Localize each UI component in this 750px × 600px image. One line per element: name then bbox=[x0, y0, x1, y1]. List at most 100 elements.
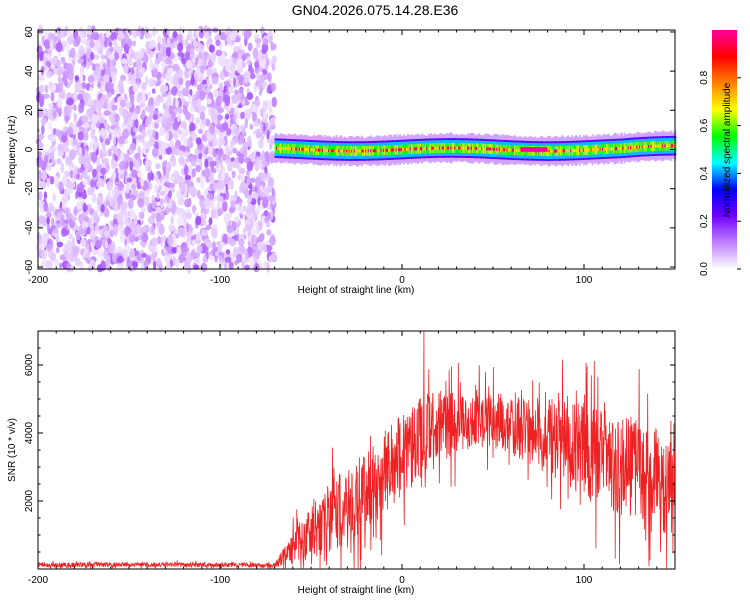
noise-cell bbox=[247, 42, 253, 52]
signal-cell bbox=[391, 148, 394, 152]
noise-cell bbox=[45, 70, 53, 78]
signal-cell bbox=[577, 148, 580, 152]
noise-cell bbox=[214, 250, 220, 257]
noise-cell bbox=[46, 164, 52, 171]
signal-cell bbox=[283, 146, 286, 150]
y-tick-label: 20 bbox=[24, 104, 35, 116]
noise-cell bbox=[185, 50, 191, 61]
noise-cell bbox=[246, 92, 254, 101]
signal-cell bbox=[419, 147, 422, 151]
noise-cell bbox=[176, 189, 182, 200]
noise-cell bbox=[66, 240, 73, 251]
noise-cell bbox=[231, 161, 237, 168]
signal-cell bbox=[414, 147, 417, 151]
signal-cell bbox=[596, 147, 599, 151]
signal-cell bbox=[614, 147, 617, 151]
noise-cell bbox=[260, 109, 264, 117]
noise-cell bbox=[100, 167, 107, 175]
noise-cell bbox=[127, 177, 132, 183]
signal-cell bbox=[640, 145, 642, 149]
noise-cell bbox=[47, 108, 53, 120]
noise-cell bbox=[72, 138, 79, 147]
noise-cell bbox=[113, 51, 120, 61]
noise-cell bbox=[261, 117, 268, 124]
noise-cell bbox=[167, 116, 173, 127]
noise-cell bbox=[128, 30, 133, 36]
noise-cell bbox=[170, 216, 174, 225]
noise-cell bbox=[264, 166, 268, 174]
signal-cell bbox=[399, 148, 402, 152]
noise-cell bbox=[207, 77, 211, 88]
noise-cell bbox=[49, 126, 54, 133]
signal-cell bbox=[488, 147, 491, 151]
noise-cell bbox=[88, 264, 92, 271]
noise-cell bbox=[107, 237, 112, 244]
noise-cell bbox=[149, 32, 153, 40]
noise-cell bbox=[66, 63, 74, 74]
noise-cell bbox=[111, 71, 117, 83]
noise-cell bbox=[41, 35, 45, 46]
noise-cell bbox=[269, 139, 273, 150]
noise-cell bbox=[163, 142, 170, 149]
noise-cell bbox=[177, 42, 184, 53]
signal-cell bbox=[274, 146, 277, 150]
noise-cell bbox=[157, 35, 162, 43]
noise-cell bbox=[159, 126, 164, 137]
noise-cell bbox=[78, 118, 83, 127]
noise-cell bbox=[236, 92, 242, 102]
noise-cell bbox=[176, 33, 183, 42]
noise-cell bbox=[180, 120, 187, 129]
signal-cell bbox=[568, 149, 571, 153]
signal-cell bbox=[314, 148, 316, 152]
noise-cell bbox=[43, 107, 48, 117]
signal-cell bbox=[600, 147, 603, 151]
signal-cell bbox=[633, 145, 636, 149]
noise-cell bbox=[228, 207, 235, 214]
noise-cell bbox=[63, 31, 67, 37]
noise-cell bbox=[263, 245, 267, 253]
noise-cell bbox=[140, 211, 145, 220]
noise-cell bbox=[176, 216, 184, 227]
signal-cell bbox=[297, 147, 300, 151]
signal-cell bbox=[468, 146, 470, 150]
signal-cell bbox=[650, 144, 652, 148]
noise-cell bbox=[253, 129, 257, 136]
noise-cell bbox=[265, 222, 271, 228]
signal-cell bbox=[505, 148, 507, 152]
noise-cell bbox=[51, 56, 58, 65]
noise-cell bbox=[113, 204, 119, 212]
noise-cell bbox=[228, 110, 233, 116]
noise-cell bbox=[177, 128, 182, 135]
noise-cell bbox=[169, 259, 173, 268]
noise-cell bbox=[154, 95, 161, 107]
noise-cell bbox=[239, 134, 243, 145]
signal-cell bbox=[651, 144, 654, 148]
noise-cell bbox=[75, 35, 81, 45]
noise-cell bbox=[140, 93, 146, 104]
noise-cell bbox=[77, 131, 84, 141]
y-tick-label: 4000 bbox=[24, 421, 35, 444]
noise-cell bbox=[266, 262, 270, 273]
noise-cell bbox=[148, 165, 152, 174]
noise-cell bbox=[132, 40, 137, 47]
noise-cell bbox=[246, 203, 254, 215]
noise-cell bbox=[185, 111, 192, 121]
noise-cell bbox=[262, 125, 267, 132]
signal-cell bbox=[321, 148, 324, 152]
signal-cell bbox=[440, 146, 442, 150]
noise-cell bbox=[259, 185, 263, 192]
signal-cell bbox=[509, 148, 511, 152]
noise-cell bbox=[221, 170, 225, 182]
noise-cell bbox=[266, 129, 270, 140]
noise-cell bbox=[79, 65, 85, 76]
noise-cell bbox=[164, 181, 170, 188]
noise-cell bbox=[51, 83, 57, 92]
noise-cell bbox=[168, 223, 175, 232]
noise-cell bbox=[105, 28, 110, 38]
x-tick-label: -100 bbox=[210, 275, 230, 286]
noise-cell bbox=[123, 65, 129, 74]
noise-cell bbox=[185, 59, 193, 70]
noise-cell bbox=[114, 96, 118, 103]
noise-cell bbox=[267, 205, 271, 211]
noise-cell bbox=[256, 242, 262, 251]
